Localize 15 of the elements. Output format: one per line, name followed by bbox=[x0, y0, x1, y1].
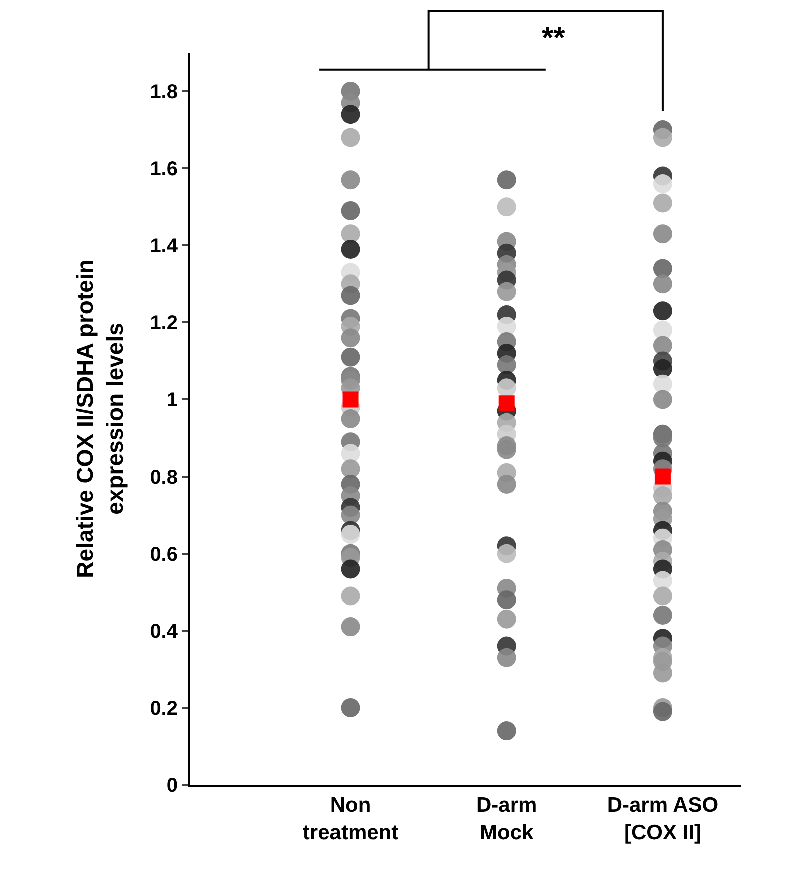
y-tick-label: 0.6 bbox=[150, 544, 178, 566]
y-tick-label: 1.6 bbox=[150, 158, 178, 181]
x-tick-label: Non treatment bbox=[302, 794, 399, 844]
y-tick-label: 0.4 bbox=[150, 620, 179, 643]
annotation: ** bbox=[542, 22, 566, 55]
y-tick-label: 0 bbox=[166, 775, 178, 797]
y-tick-label: 0.2 bbox=[150, 698, 178, 720]
y-tick-label: 1 bbox=[166, 390, 178, 412]
x-tick-label: D-arm Mock bbox=[476, 794, 538, 844]
y-tick-label: 0.8 bbox=[150, 466, 178, 489]
x-tick-label: D-arm ASO [COX II] bbox=[607, 794, 719, 844]
y-axis-title: Relative COX II/SDHA protein expression levels bbox=[72, 260, 128, 578]
y-tick-label: 1.4 bbox=[150, 236, 179, 258]
y-tick-label: 1.8 bbox=[150, 82, 178, 104]
y-tick-label: 1.2 bbox=[150, 312, 178, 335]
